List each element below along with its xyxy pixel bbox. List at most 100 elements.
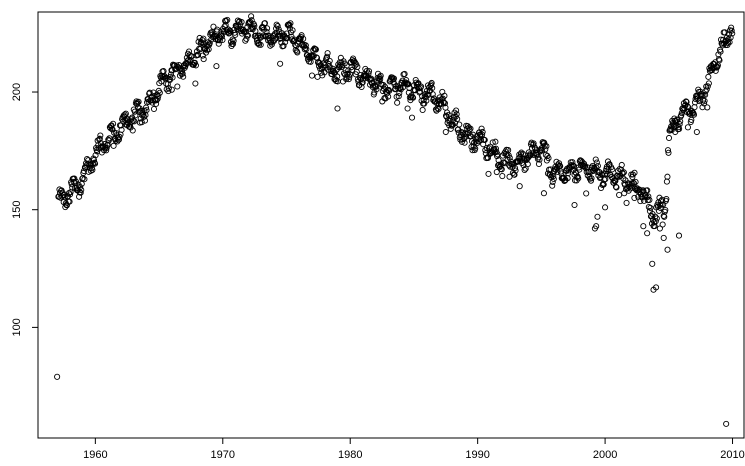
data-point <box>453 107 460 114</box>
data-point <box>632 178 639 185</box>
data-point <box>543 143 550 150</box>
data-point <box>359 79 366 86</box>
data-point <box>499 172 506 180</box>
data-point <box>612 183 619 190</box>
data-point <box>484 154 492 161</box>
data-point <box>602 176 609 183</box>
data-point <box>726 39 733 46</box>
data-point <box>675 232 683 239</box>
data-point <box>623 199 630 206</box>
data-point <box>419 106 426 114</box>
data-point <box>656 225 663 232</box>
data-point <box>131 118 138 125</box>
data-point <box>230 40 237 47</box>
data-point <box>66 198 73 205</box>
data-point <box>150 105 158 113</box>
data-point <box>312 46 319 53</box>
data-point <box>593 223 600 230</box>
data-point <box>702 91 709 98</box>
data-point <box>165 88 172 95</box>
data-point <box>481 136 488 144</box>
data-point <box>289 27 296 34</box>
data-point <box>210 23 217 30</box>
data-point <box>456 121 463 128</box>
data-point <box>664 173 671 180</box>
data-point <box>133 98 140 105</box>
data-point <box>664 147 672 154</box>
data-point <box>405 81 412 88</box>
data-points <box>54 13 736 427</box>
data-point <box>687 109 694 116</box>
data-point <box>685 104 692 111</box>
data-point <box>409 94 416 101</box>
data-point <box>532 145 539 152</box>
data-point <box>681 102 689 109</box>
data-point <box>215 40 222 47</box>
data-point <box>351 62 358 69</box>
data-point <box>705 80 712 87</box>
data-point <box>454 115 461 122</box>
data-point <box>324 50 331 57</box>
y-tick-label: 200 <box>11 83 23 101</box>
data-point <box>649 260 656 267</box>
data-point <box>690 111 698 118</box>
data-point <box>613 184 620 191</box>
data-point <box>89 166 96 173</box>
data-point <box>174 83 181 90</box>
data-point <box>652 218 659 225</box>
x-tick-label: 1960 <box>83 449 107 461</box>
data-point <box>105 137 112 144</box>
data-point <box>704 104 711 111</box>
data-point <box>97 132 104 139</box>
data-point <box>497 162 504 169</box>
data-point <box>167 71 175 78</box>
data-point <box>121 111 128 118</box>
data-point <box>518 149 525 156</box>
data-point <box>401 70 408 77</box>
data-point <box>103 144 110 151</box>
data-point <box>425 91 432 98</box>
data-point <box>723 420 730 427</box>
data-point <box>434 105 441 112</box>
data-point <box>230 37 237 44</box>
data-point <box>647 204 654 211</box>
data-point <box>660 234 667 241</box>
data-point <box>592 156 599 163</box>
data-point <box>140 113 147 120</box>
data-point <box>549 178 556 186</box>
data-point <box>465 124 472 131</box>
data-point <box>472 145 479 152</box>
data-point <box>631 194 638 201</box>
y-tick-label: 150 <box>11 201 23 219</box>
data-point <box>466 126 473 133</box>
data-point <box>248 13 255 20</box>
data-point <box>495 157 502 164</box>
x-tick-label: 1980 <box>338 449 362 461</box>
data-point <box>536 156 543 163</box>
data-point <box>143 107 150 114</box>
data-point <box>691 104 698 111</box>
data-point <box>458 138 465 145</box>
data-point <box>395 93 402 100</box>
data-point <box>575 175 582 182</box>
data-point <box>631 169 638 176</box>
data-point <box>524 161 531 168</box>
data-point <box>616 191 623 198</box>
data-point <box>665 149 672 156</box>
data-point <box>483 144 490 152</box>
data-point <box>467 125 474 132</box>
data-point <box>232 22 239 29</box>
data-point <box>358 83 365 91</box>
data-point <box>640 223 647 230</box>
data-point <box>621 190 628 197</box>
data-point <box>368 75 375 82</box>
data-point <box>703 86 710 93</box>
x-ticks: 1960 1970 1980 1990 2000 2010 <box>83 438 745 461</box>
data-point <box>540 190 547 197</box>
data-point <box>653 215 660 222</box>
data-point <box>516 183 523 190</box>
data-point <box>76 193 83 200</box>
data-point <box>594 213 601 220</box>
data-point <box>348 64 355 71</box>
data-point <box>470 131 477 138</box>
